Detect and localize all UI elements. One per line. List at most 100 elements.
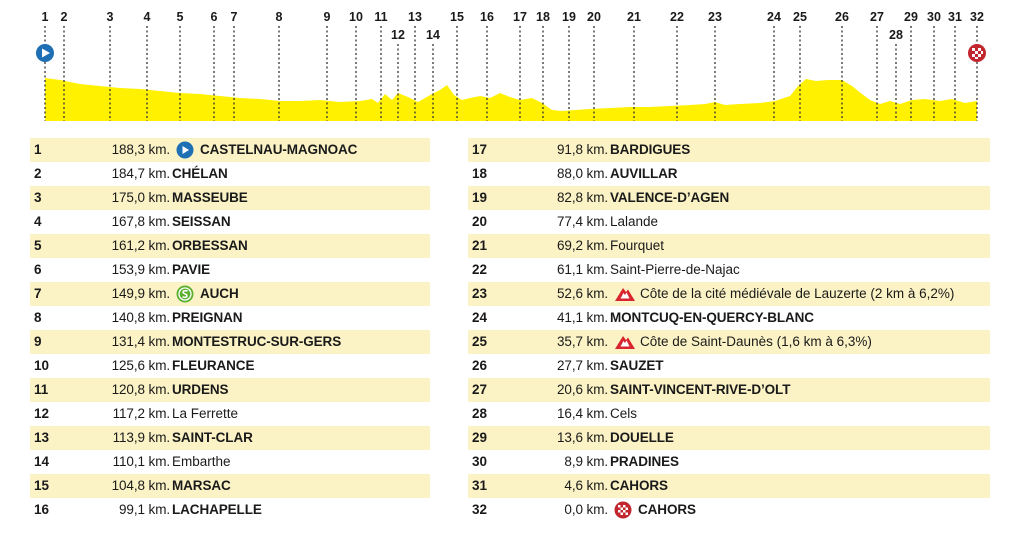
marker-label: 23: [708, 10, 722, 24]
start-icon: [176, 141, 194, 159]
waypoint-distance: 52,6 km.: [557, 286, 608, 301]
waypoint-number: 19: [472, 190, 488, 205]
waypoint-row: 18 88,0 km. AUVILLAR: [468, 162, 990, 186]
waypoint-name: SEISSAN: [172, 214, 231, 229]
waypoint-row: 12 117,2 km. La Ferrette: [30, 402, 430, 426]
waypoint-number: 8: [34, 310, 42, 325]
marker-label: 28: [889, 28, 903, 42]
waypoint-name: SAUZET: [610, 358, 664, 373]
waypoint-name: Cels: [610, 406, 638, 421]
waypoint-number: 18: [472, 166, 488, 181]
waypoint-row: 19 82,8 km. VALENCE-D’AGEN: [468, 186, 990, 210]
waypoint-name: BARDIGUES: [610, 142, 691, 157]
waypoint-row: 4 167,8 km. SEISSAN: [30, 210, 430, 234]
waypoint-table-left: 1 188,3 km. CASTELNAU-MAGNOAC 2 184,7 km. CHÉ…: [30, 138, 430, 522]
marker-label: 17: [513, 10, 527, 24]
waypoint-number: 9: [34, 334, 42, 349]
marker-label: 12: [391, 28, 405, 42]
waypoint-name: AUCH: [200, 286, 239, 301]
waypoint-distance: 69,2 km.: [557, 238, 608, 253]
waypoint-distance: 113,9 km.: [112, 430, 170, 445]
waypoint-number: 23: [472, 286, 488, 301]
waypoint-distance: 120,8 km.: [111, 382, 170, 397]
waypoint-number: 26: [472, 358, 488, 373]
waypoint-name: CHÉLAN: [172, 166, 228, 181]
marker-label: 30: [927, 10, 941, 24]
waypoint-row: 5 161,2 km. ORBESSAN: [30, 234, 430, 258]
waypoint-row: 17 91,8 km. BARDIGUES: [468, 138, 990, 162]
waypoint-number: 10: [34, 358, 50, 373]
marker-label: 25: [793, 10, 807, 24]
waypoint-number: 24: [472, 310, 488, 325]
waypoint-distance: 140,8 km.: [111, 310, 170, 325]
waypoint-row: 15 104,8 km. MARSAC: [30, 474, 430, 498]
marker-label: 31: [948, 10, 962, 24]
waypoint-name: LACHAPELLE: [172, 502, 262, 517]
waypoint-number: 27: [472, 382, 488, 397]
waypoint-name: MARSAC: [172, 478, 231, 493]
marker-label: 13: [408, 10, 422, 24]
waypoint-distance: 41,1 km.: [557, 310, 608, 325]
waypoint-name: DOUELLE: [610, 430, 674, 445]
waypoint-distance: 4,6 km.: [564, 478, 608, 493]
marker-label: 16: [480, 10, 494, 24]
waypoint-row: 20 77,4 km. Lalande: [468, 210, 990, 234]
marker-label: 24: [767, 10, 781, 24]
waypoint-name: La Ferrette: [172, 406, 239, 421]
waypoint-distance: 91,8 km.: [557, 142, 608, 157]
waypoint-distance: 13,6 km.: [557, 430, 608, 445]
waypoint-row: 2 184,7 km. CHÉLAN: [30, 162, 430, 186]
waypoint-name: CAHORS: [638, 502, 696, 517]
waypoint-number: 11: [34, 382, 49, 397]
waypoint-distance: 149,9 km.: [111, 286, 170, 301]
waypoint-number: 20: [472, 214, 488, 229]
marker-label: 19: [562, 10, 576, 24]
waypoint-row: 32 0,0 km. CAHORS: [468, 498, 990, 522]
waypoint-distance: 8,9 km.: [564, 454, 608, 469]
climb-icon: [614, 285, 635, 303]
waypoint-name: ORBESSAN: [172, 238, 248, 253]
waypoint-number: 17: [472, 142, 488, 157]
waypoint-row: 10 125,6 km. FLEURANCE: [30, 354, 430, 378]
waypoint-row: 9 131,4 km. MONTESTRUC-SUR-GERS: [30, 330, 430, 354]
waypoint-distance: 175,0 km.: [111, 190, 170, 205]
waypoint-name: Côte de la cité médiévale de Lauzerte (2…: [640, 286, 955, 301]
waypoint-number: 32: [472, 502, 488, 517]
waypoint-distance: 77,4 km.: [557, 214, 608, 229]
marker-label: 2: [61, 10, 68, 24]
marker-label: 26: [835, 10, 849, 24]
waypoint-name: AUVILLAR: [610, 166, 678, 181]
marker-label: 18: [536, 10, 550, 24]
waypoint-name: VALENCE-D’AGEN: [610, 190, 730, 205]
waypoint-row: 1 188,3 km. CASTELNAU-MAGNOAC: [30, 138, 430, 162]
marker-label: 5: [177, 10, 184, 24]
waypoint-number: 22: [472, 262, 488, 277]
waypoint-number: 4: [34, 214, 42, 229]
waypoint-name: CASTELNAU-MAGNOAC: [200, 142, 358, 157]
waypoint-number: 28: [472, 406, 488, 421]
waypoint-row: 6 153,9 km. PAVIE: [30, 258, 430, 282]
elevation-profile-fill: [45, 78, 977, 121]
waypoint-row: 11 120,8 km. URDENS: [30, 378, 430, 402]
waypoint-name: Embarthe: [172, 454, 231, 469]
waypoint-distance: 161,2 km.: [111, 238, 170, 253]
marker-label: 9: [324, 10, 331, 24]
marker-label: 7: [231, 10, 238, 24]
waypoint-name: Lalande: [610, 214, 659, 229]
waypoint-name: Saint-Pierre-de-Najac: [610, 262, 740, 277]
waypoint-number: 12: [34, 406, 50, 421]
waypoint-row: 8 140,8 km. PREIGNAN: [30, 306, 430, 330]
waypoint-row: 3 175,0 km. MASSEUBE: [30, 186, 430, 210]
marker-label: 6: [211, 10, 218, 24]
marker-label: 4: [144, 10, 151, 24]
start-icon: [36, 44, 54, 62]
marker-label: 3: [107, 10, 114, 24]
waypoint-number: 6: [34, 262, 42, 277]
waypoint-distance: 16,4 km.: [557, 406, 608, 421]
waypoint-number: 3: [34, 190, 42, 205]
sprint-icon: [176, 285, 194, 303]
waypoint-number: 2: [34, 166, 42, 181]
waypoint-number: 31: [472, 478, 488, 493]
